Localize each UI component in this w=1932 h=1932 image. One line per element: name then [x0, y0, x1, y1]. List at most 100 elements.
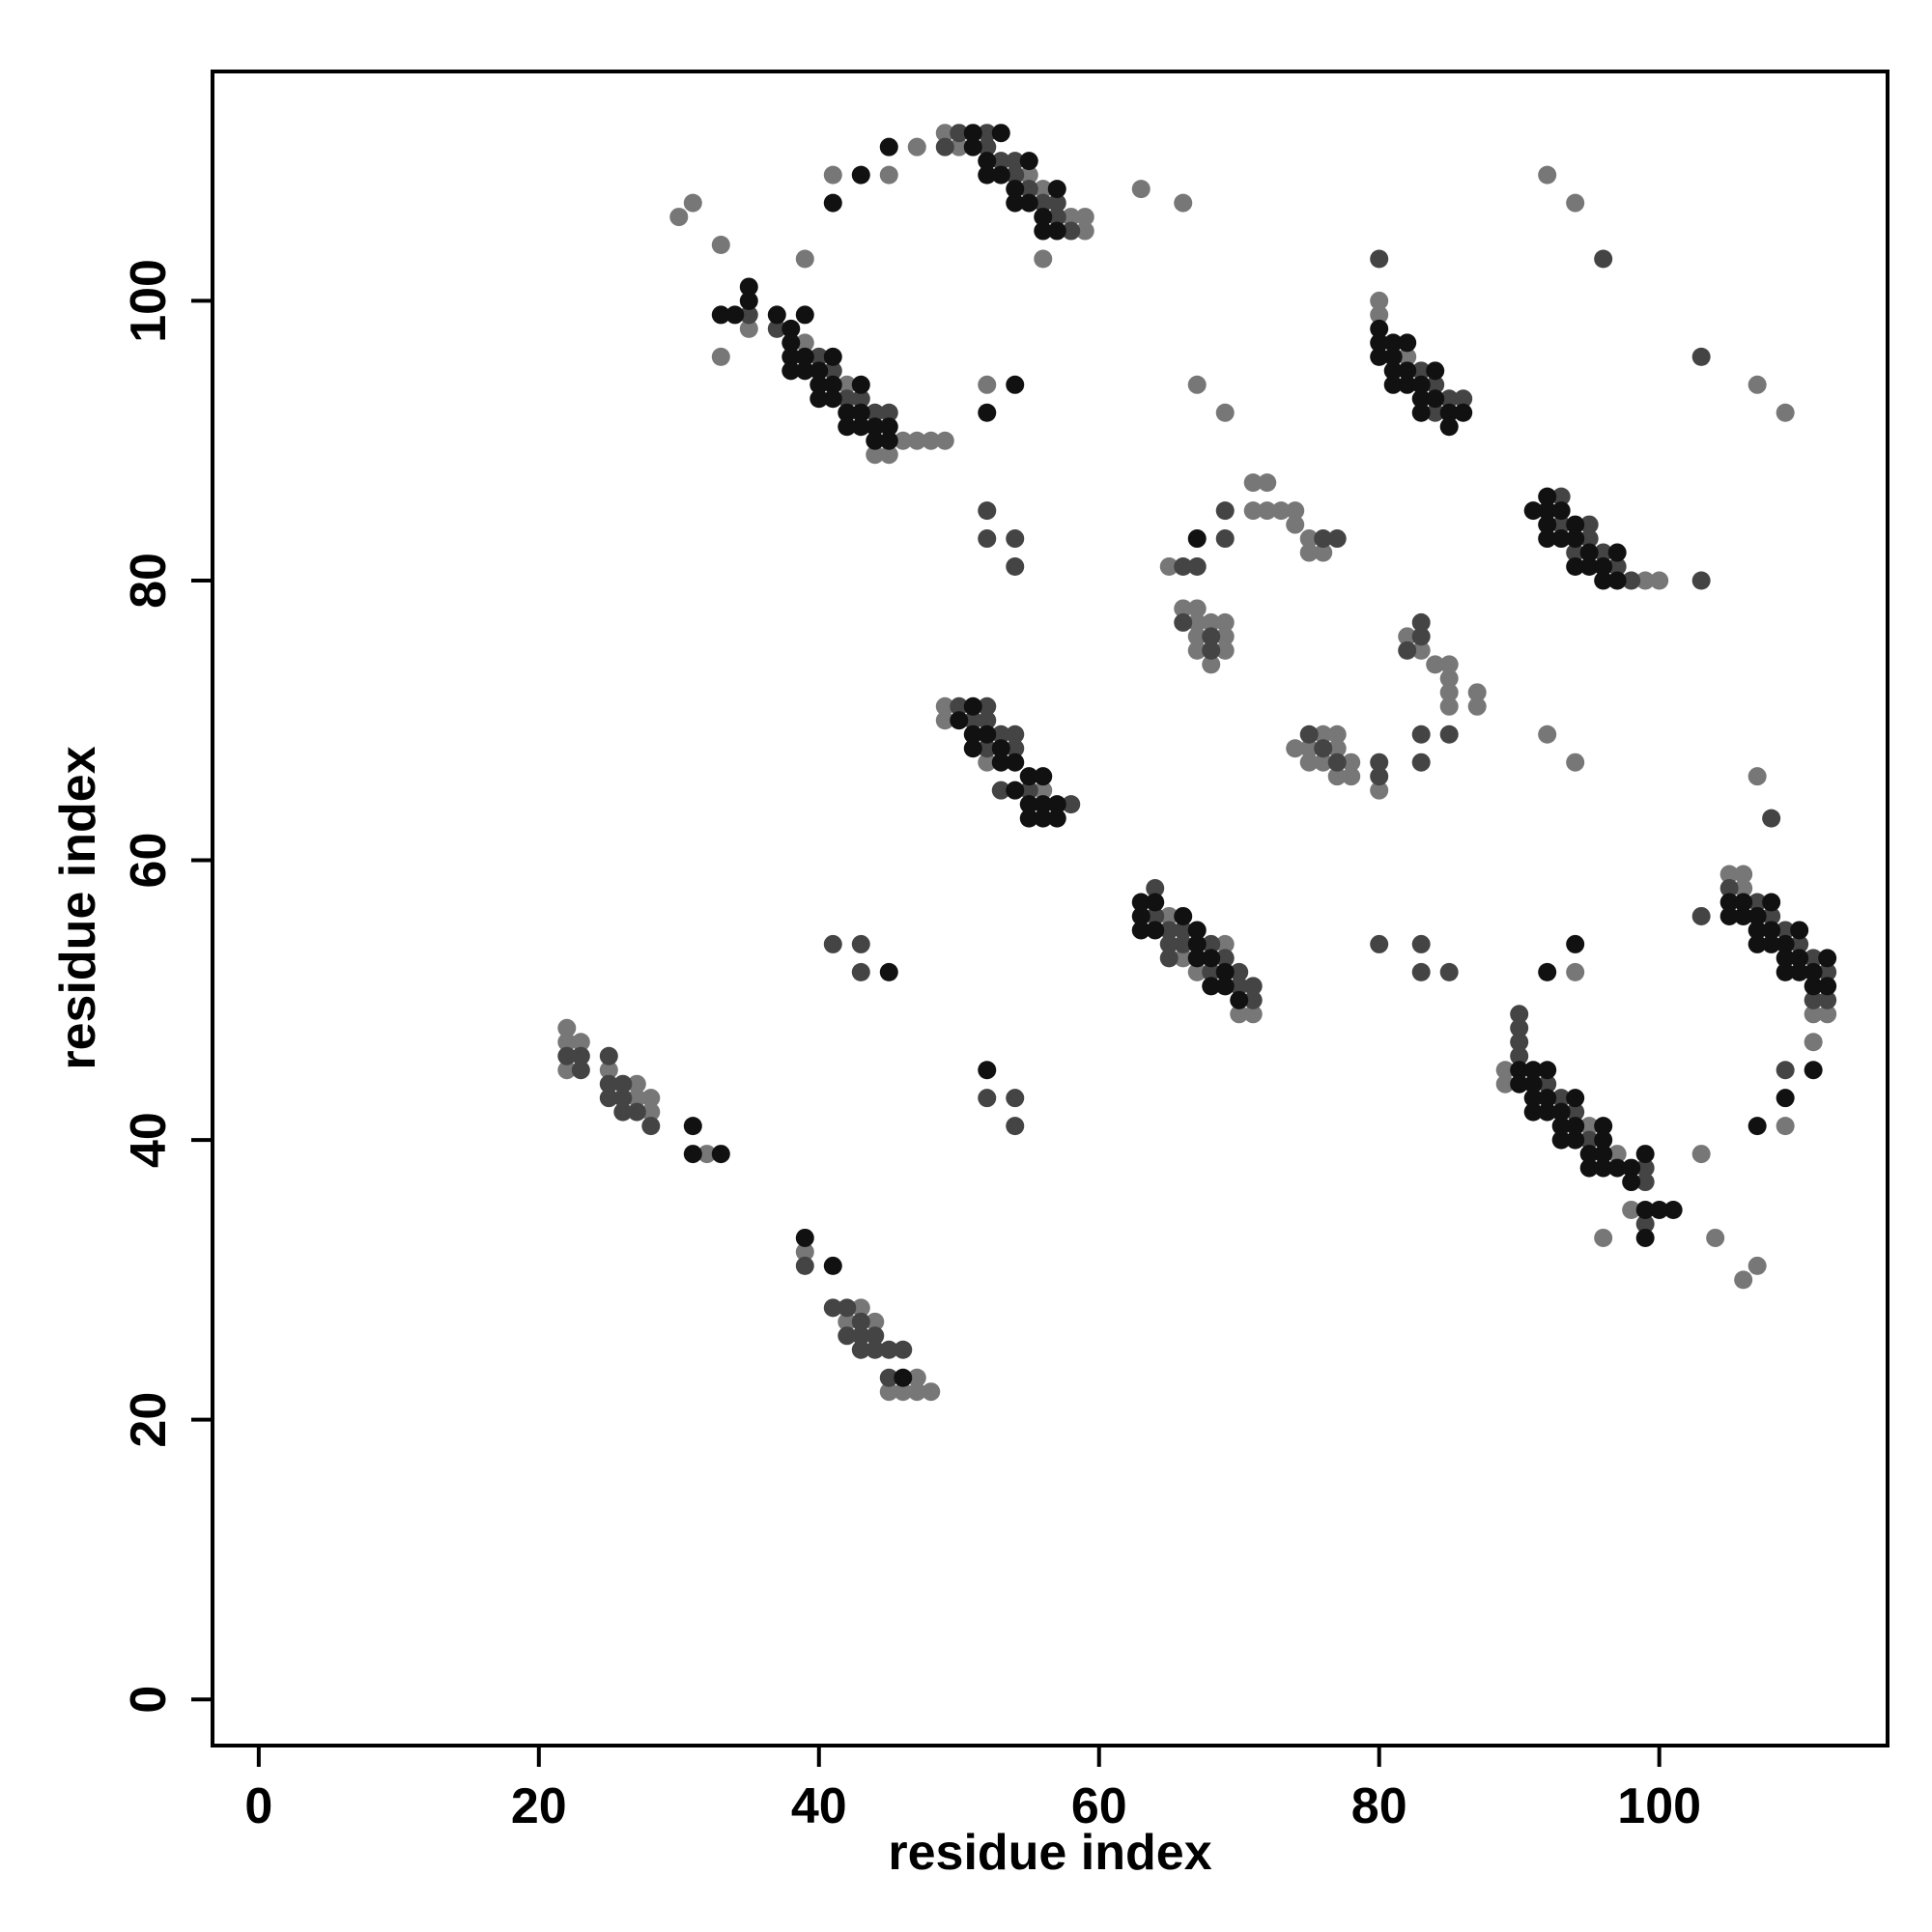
contact-point	[1566, 753, 1585, 772]
contact-point	[894, 1368, 913, 1387]
contact-point	[781, 361, 801, 381]
contact-point	[1202, 655, 1221, 674]
contact-point	[1551, 1130, 1571, 1150]
contact-point	[823, 375, 842, 394]
contact-point	[1398, 347, 1417, 366]
contact-point	[1579, 1130, 1599, 1150]
contact-point	[1538, 1074, 1557, 1094]
contact-point	[1734, 879, 1753, 898]
contact-point	[1454, 389, 1473, 409]
contact-point	[1523, 1102, 1543, 1122]
contact-point	[1538, 962, 1557, 981]
contact-point	[1538, 724, 1557, 744]
contact-point	[1006, 753, 1025, 772]
contact-point	[1566, 1130, 1585, 1150]
contact-point	[1538, 1061, 1557, 1080]
contact-point	[1635, 1173, 1655, 1192]
contact-point	[1719, 879, 1739, 898]
contact-point	[1551, 529, 1571, 549]
contact-point	[1411, 753, 1431, 772]
contact-point	[1215, 529, 1235, 549]
contact-point	[1047, 221, 1066, 241]
contact-point	[683, 193, 702, 213]
contact-point	[1538, 1089, 1557, 1108]
contact-point	[1146, 879, 1165, 898]
contact-point	[1230, 1005, 1249, 1024]
contact-point	[1383, 361, 1403, 381]
contact-point	[1047, 208, 1066, 227]
contact-point	[767, 305, 786, 325]
contact-point	[1202, 977, 1221, 996]
contact-point	[1734, 893, 1753, 912]
contact-point	[1776, 403, 1795, 422]
contact-point	[1327, 739, 1347, 758]
contact-point	[1047, 795, 1066, 814]
contact-point	[1047, 180, 1066, 199]
contact-point	[1034, 208, 1053, 227]
contact-point	[1286, 739, 1305, 758]
contact-point	[1818, 977, 1837, 996]
contact-point	[599, 1061, 618, 1080]
contact-point	[795, 1256, 814, 1275]
contact-point	[1006, 375, 1025, 394]
contact-point	[991, 781, 1010, 800]
contact-point	[1607, 1145, 1627, 1164]
contact-point	[1286, 501, 1305, 521]
contact-point	[1622, 1158, 1641, 1178]
contact-point	[1215, 949, 1235, 968]
contact-point	[1131, 180, 1151, 199]
contact-point	[1398, 640, 1417, 660]
contact-point	[1062, 208, 1081, 227]
contact-point	[1342, 767, 1361, 786]
contact-point	[711, 236, 730, 255]
contact-point	[879, 403, 898, 422]
x-tick-label: 80	[1351, 1778, 1407, 1834]
contact-point	[810, 361, 829, 381]
contact-point	[978, 696, 997, 716]
contact-point	[1411, 934, 1431, 953]
contact-point	[1006, 180, 1025, 199]
contact-point	[1174, 949, 1193, 968]
contact-point	[1034, 809, 1053, 828]
contact-point	[1215, 612, 1235, 632]
contact-point	[599, 1074, 618, 1094]
contact-point	[627, 1102, 646, 1122]
contact-point	[1762, 893, 1781, 912]
contact-point	[1622, 1200, 1641, 1219]
contact-point	[1159, 934, 1179, 953]
contact-point	[851, 165, 870, 185]
contact-point	[1439, 683, 1459, 702]
contact-point	[795, 347, 814, 366]
contact-point	[851, 1340, 870, 1359]
contact-point	[571, 1046, 590, 1065]
contact-point	[1579, 1145, 1599, 1164]
contact-point	[1019, 152, 1038, 171]
contact-point	[1510, 1033, 1529, 1052]
contact-point	[1174, 557, 1193, 577]
contact-point	[1327, 529, 1347, 549]
contact-point	[1734, 865, 1753, 884]
contact-point	[1510, 1074, 1529, 1094]
contact-point	[1635, 1158, 1655, 1178]
contact-point	[1551, 1117, 1571, 1136]
contact-point	[1271, 501, 1291, 521]
contact-point	[557, 1018, 577, 1037]
contact-point	[1006, 739, 1025, 758]
contact-point	[1006, 193, 1025, 213]
contact-point	[1034, 767, 1053, 786]
contact-point	[1719, 893, 1739, 912]
contact-point	[1426, 403, 1445, 422]
contact-point	[1299, 753, 1319, 772]
contact-point	[1006, 529, 1025, 549]
contact-point	[978, 1089, 997, 1108]
contact-point	[1411, 627, 1431, 646]
contact-point	[697, 1145, 717, 1164]
contact-point	[935, 711, 954, 730]
contact-point	[1174, 193, 1193, 213]
contact-point	[1258, 501, 1277, 521]
contact-point	[823, 361, 842, 381]
contact-point	[711, 1145, 730, 1164]
contact-point	[851, 1312, 870, 1331]
contact-point	[1635, 1228, 1655, 1247]
contact-point	[1187, 627, 1207, 646]
